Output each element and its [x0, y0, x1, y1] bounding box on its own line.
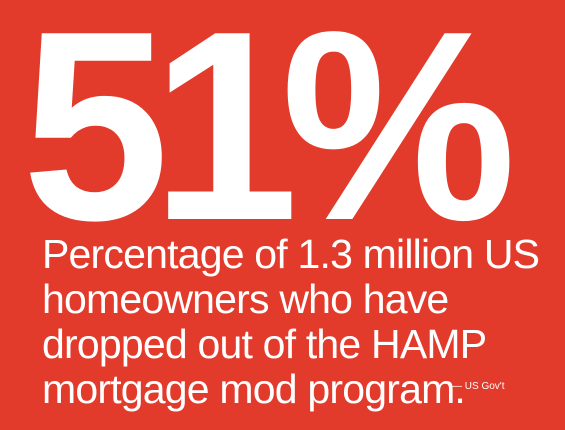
headline-percentage: 51%	[22, 0, 516, 277]
source-attribution: — US Gov't	[452, 381, 505, 392]
caption-text: Percentage of 1.3 million US homeowners …	[42, 231, 540, 412]
